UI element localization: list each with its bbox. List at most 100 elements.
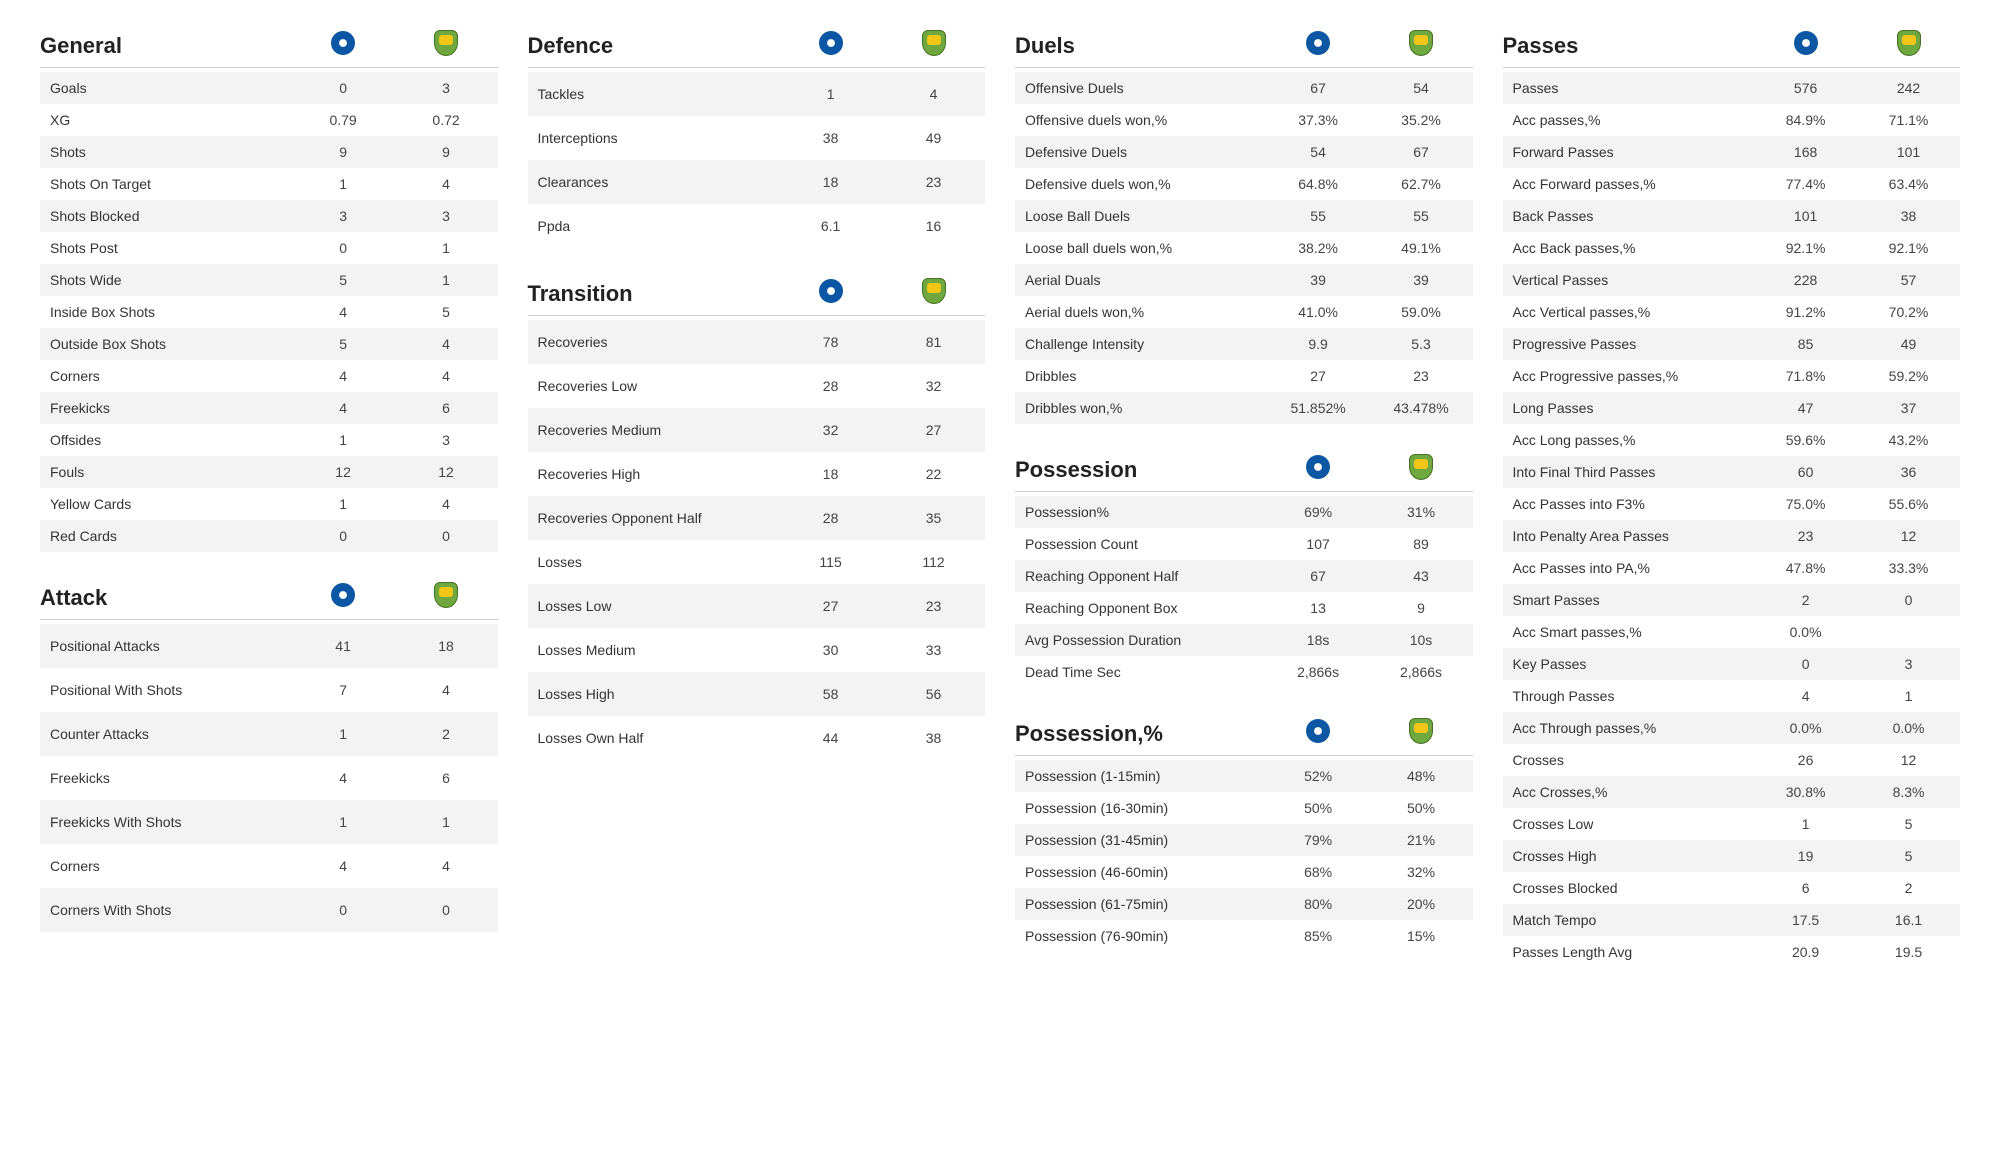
- table-row: Positional Attacks4118: [40, 624, 498, 668]
- team-a-value: 68%: [1267, 856, 1370, 888]
- team-b-value: 101: [1857, 136, 1960, 168]
- team-a-value: 0: [292, 888, 395, 932]
- team-a-value: 47.8%: [1754, 552, 1857, 584]
- team-b-logo-icon: [922, 278, 946, 304]
- stat-label: Possession (46-60min): [1015, 856, 1267, 888]
- team-a-value: 6: [1754, 872, 1857, 904]
- team-b-value: 1: [395, 232, 498, 264]
- team-a-value: 0.0%: [1754, 712, 1857, 744]
- section-body: Positional Attacks4118Positional With Sh…: [40, 624, 498, 932]
- team-b-value: 32%: [1370, 856, 1473, 888]
- team-a-value: 101: [1754, 200, 1857, 232]
- stat-label: Progressive Passes: [1503, 328, 1755, 360]
- team-a-value: 0: [292, 72, 395, 104]
- stat-label: Acc Long passes,%: [1503, 424, 1755, 456]
- team-b-value: 18: [395, 624, 498, 668]
- column-2: DefenceTackles14Interceptions3849Clearan…: [528, 30, 986, 760]
- team-b-value: 4: [395, 488, 498, 520]
- team-b-logo-icon: [1409, 718, 1433, 744]
- stat-label: Corners: [40, 844, 292, 888]
- table-row: Acc Through passes,%0.0%0.0%: [1503, 712, 1961, 744]
- stat-label: Possession (31-45min): [1015, 824, 1267, 856]
- column-4: PassesPasses576242Acc passes,%84.9%71.1%…: [1503, 30, 1961, 968]
- team-a-value: 576: [1754, 72, 1857, 104]
- team-b-value: 1: [395, 264, 498, 296]
- team-b-value: 23: [882, 584, 985, 628]
- table-row: Crosses High195: [1503, 840, 1961, 872]
- section-header: Passes: [1503, 30, 1961, 68]
- table-row: Goals03: [40, 72, 498, 104]
- stat-label: Aerial Duals: [1015, 264, 1267, 296]
- table-row: Inside Box Shots45: [40, 296, 498, 328]
- table-row: Possession%69%31%: [1015, 496, 1473, 528]
- team-b-value: 6: [395, 756, 498, 800]
- stat-label: Positional Attacks: [40, 624, 292, 668]
- section-body: Offensive Duels6754Offensive duels won,%…: [1015, 72, 1473, 424]
- team-a-logo-icon: [331, 583, 355, 607]
- table-row: Corners44: [40, 844, 498, 888]
- table-row: Possession (76-90min)85%15%: [1015, 920, 1473, 952]
- table-row: Acc passes,%84.9%71.1%: [1503, 104, 1961, 136]
- team-b-logo-cell: [882, 30, 985, 61]
- table-row: Avg Possession Duration18s10s: [1015, 624, 1473, 656]
- table-row: Dead Time Sec2,866s2,866s: [1015, 656, 1473, 688]
- team-b-value: 5: [1857, 808, 1960, 840]
- stat-label: Losses Medium: [528, 628, 780, 672]
- team-a-logo-icon: [1306, 31, 1330, 55]
- table-row: Shots Wide51: [40, 264, 498, 296]
- team-a-value: 107: [1267, 528, 1370, 560]
- stat-label: Acc Progressive passes,%: [1503, 360, 1755, 392]
- team-b-value: 63.4%: [1857, 168, 1960, 200]
- table-row: Acc Crosses,%30.8%8.3%: [1503, 776, 1961, 808]
- team-b-value: 27: [882, 408, 985, 452]
- team-b-value: 67: [1370, 136, 1473, 168]
- table-row: Aerial duels won,%41.0%59.0%: [1015, 296, 1473, 328]
- team-a-value: 17.5: [1754, 904, 1857, 936]
- table-row: Yellow Cards14: [40, 488, 498, 520]
- table-row: Into Final Third Passes6036: [1503, 456, 1961, 488]
- stat-label: Corners With Shots: [40, 888, 292, 932]
- team-b-logo-icon: [922, 30, 946, 56]
- table-row: Red Cards00: [40, 520, 498, 552]
- team-b-value: 4: [395, 844, 498, 888]
- table-row: Forward Passes168101: [1503, 136, 1961, 168]
- section-title: General: [40, 33, 292, 59]
- team-a-value: 75.0%: [1754, 488, 1857, 520]
- team-b-logo-icon: [1897, 30, 1921, 56]
- team-a-value: 2: [1754, 584, 1857, 616]
- team-b-value: 89: [1370, 528, 1473, 560]
- team-b-value: 50%: [1370, 792, 1473, 824]
- stat-label: Shots On Target: [40, 168, 292, 200]
- team-b-value: 15%: [1370, 920, 1473, 952]
- table-row: Acc Vertical passes,%91.2%70.2%: [1503, 296, 1961, 328]
- team-a-value: 38: [779, 116, 882, 160]
- stat-label: Offsides: [40, 424, 292, 456]
- team-b-value: 5: [395, 296, 498, 328]
- team-b-value: 55.6%: [1857, 488, 1960, 520]
- team-a-value: 50%: [1267, 792, 1370, 824]
- team-b-value: 62.7%: [1370, 168, 1473, 200]
- team-b-logo-cell: [882, 278, 985, 309]
- table-row: Dribbles won,%51.852%43.478%: [1015, 392, 1473, 424]
- team-b-value: 71.1%: [1857, 104, 1960, 136]
- table-row: Reaching Opponent Box139: [1015, 592, 1473, 624]
- table-row: Acc Long passes,%59.6%43.2%: [1503, 424, 1961, 456]
- team-b-value: [1857, 624, 1960, 640]
- team-b-value: 43.2%: [1857, 424, 1960, 456]
- stat-label: Freekicks: [40, 392, 292, 424]
- team-b-value: 2: [395, 712, 498, 756]
- section-title: Attack: [40, 585, 292, 611]
- stat-label: Through Passes: [1503, 680, 1755, 712]
- team-a-value: 1: [779, 72, 882, 116]
- table-row: Acc Back passes,%92.1%92.1%: [1503, 232, 1961, 264]
- table-row: Acc Passes into F3%75.0%55.6%: [1503, 488, 1961, 520]
- table-row: Loose Ball Duels5555: [1015, 200, 1473, 232]
- table-row: Defensive Duels5467: [1015, 136, 1473, 168]
- stat-label: Losses Own Half: [528, 716, 780, 760]
- team-b-logo-cell: [395, 582, 498, 613]
- team-b-value: 9: [395, 136, 498, 168]
- stat-label: Into Penalty Area Passes: [1503, 520, 1755, 552]
- team-b-logo-cell: [1857, 30, 1960, 61]
- team-a-logo-icon: [819, 279, 843, 303]
- team-a-value: 51.852%: [1267, 392, 1370, 424]
